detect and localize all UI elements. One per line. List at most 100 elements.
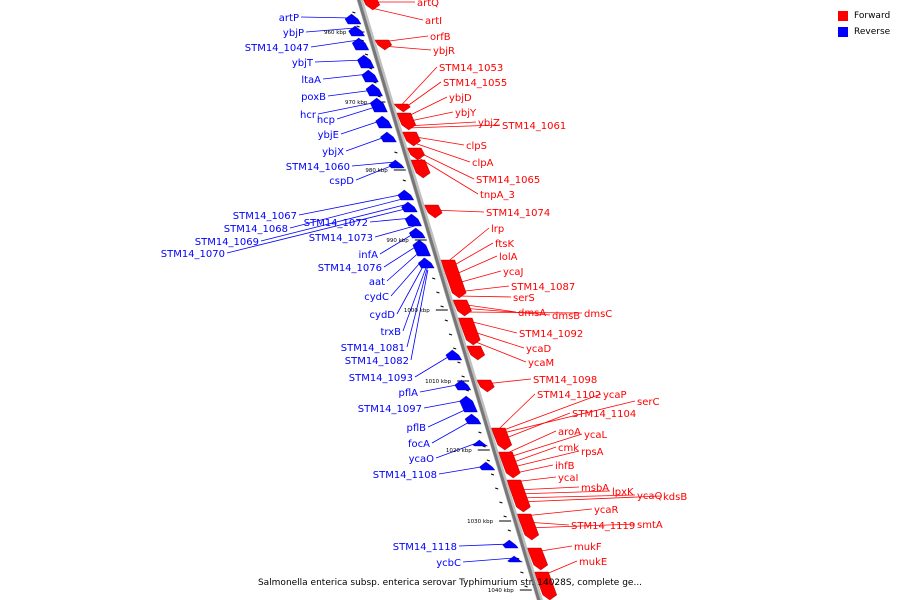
forward-gene-block xyxy=(534,571,558,600)
forward-gene-block xyxy=(452,299,472,317)
reverse-leader xyxy=(435,441,480,459)
minor-tick xyxy=(440,305,444,308)
gene-label-orfb: orfB xyxy=(430,32,451,43)
forward-leader xyxy=(461,307,551,316)
forward-gene-block xyxy=(457,317,481,346)
reverse-gene-block xyxy=(397,189,415,201)
forward-leader xyxy=(447,227,490,263)
gene-label-ltaa: ltaA xyxy=(301,75,321,86)
minor-tick xyxy=(356,25,360,28)
minor-tick xyxy=(490,473,495,476)
reverse-gene-block xyxy=(344,13,362,25)
gene-label-stm14-1047: STM14_1047 xyxy=(245,43,309,54)
forward-leader xyxy=(449,242,494,269)
gene-label-stm14-1061: STM14_1061 xyxy=(502,121,566,132)
forward-swatch xyxy=(838,11,848,21)
reverse-leader xyxy=(298,193,406,216)
gene-label-clpa: clpA xyxy=(472,158,494,169)
reverse-gene-block xyxy=(472,439,489,447)
gene-label-stm14-1053: STM14_1053 xyxy=(439,63,503,74)
gene-label-ybjz: ybjZ xyxy=(478,118,500,129)
forward-leader xyxy=(411,141,471,163)
gene-label-ycam: ycaM xyxy=(528,358,554,369)
forward-gene-block xyxy=(526,547,549,571)
gene-label-smta: smtA xyxy=(637,520,663,531)
gene-label-muke: mukE xyxy=(579,557,607,568)
gene-label-dmsc: dmsC xyxy=(584,309,612,320)
reverse-leader xyxy=(355,163,397,181)
minor-tick xyxy=(507,529,511,532)
gene-label-ycai: ycaI xyxy=(558,473,579,484)
gene-label-artq: artQ xyxy=(417,0,439,9)
forward-gene-block xyxy=(506,479,531,513)
reverse-gene-block xyxy=(454,379,472,391)
gene-label-ybjd: ybjD xyxy=(449,93,472,104)
gene-label-rpsa: rpsA xyxy=(581,447,604,458)
forward-leader xyxy=(498,400,636,435)
forward-gene-block xyxy=(498,451,521,479)
forward-leader xyxy=(519,495,662,503)
forward-leader xyxy=(406,121,477,127)
forward-gene-block xyxy=(440,259,467,299)
gene-label-cspd: cspD xyxy=(329,176,354,187)
gene-label-stm14-1087: STM14_1087 xyxy=(511,282,575,293)
gene-label-kdsb: kdsB xyxy=(663,492,687,503)
reverse-gene-block xyxy=(380,131,397,143)
reverse-gene-block xyxy=(417,257,435,269)
legend-item-forward: Forward xyxy=(838,8,890,24)
forward-gene-block xyxy=(476,379,495,393)
reverse-gene-block xyxy=(357,54,375,69)
gene-label-infa: infA xyxy=(359,250,379,261)
gene-label-hcp: hcp xyxy=(317,115,335,126)
reverse-leader xyxy=(340,119,383,135)
scale-label: 990 kbp xyxy=(386,238,409,244)
reverse-leader xyxy=(322,73,370,80)
legend: Forward Reverse xyxy=(838,8,890,40)
gene-label-ycbc: ycbC xyxy=(436,558,461,569)
gene-label-serc: serC xyxy=(637,397,659,408)
scale-label: 1020 kbp xyxy=(446,448,472,454)
legend-reverse-label: Reverse xyxy=(854,27,891,37)
forward-leader xyxy=(415,155,479,195)
gene-label-lrp: lrp xyxy=(491,224,504,235)
forward-leader xyxy=(498,393,602,433)
forward-gene-block xyxy=(423,204,443,219)
gene-label-dmsa: dmsA xyxy=(518,308,546,319)
reverse-leader xyxy=(431,419,473,444)
reverse-leader xyxy=(345,135,388,152)
reverse-gene-block xyxy=(479,461,496,471)
reverse-leader xyxy=(300,16,353,19)
minor-tick xyxy=(457,361,461,364)
gene-label-ycaj: ycaJ xyxy=(503,267,524,278)
map-caption: Salmonella enterica subsp. enterica sero… xyxy=(257,578,643,588)
forward-leader xyxy=(527,523,636,529)
reverse-gene-block xyxy=(375,115,393,129)
minor-tick xyxy=(364,53,369,56)
forward-leader xyxy=(500,412,571,441)
forward-gene-block xyxy=(374,39,393,51)
reverse-gene-block xyxy=(365,83,383,97)
reverse-leader xyxy=(260,203,409,242)
gene-label-lpxk: lpxK xyxy=(612,487,634,498)
reverse-leader xyxy=(226,207,410,254)
gene-label-stm14-1118: STM14_1118 xyxy=(393,542,457,553)
gene-label-stm14-1073: STM14_1073 xyxy=(309,233,373,244)
backbone-line xyxy=(357,0,541,600)
forward-leader xyxy=(523,508,593,517)
forward-leader xyxy=(462,311,583,314)
forward-leader xyxy=(497,393,536,431)
reverse-leader xyxy=(414,353,454,378)
gene-features xyxy=(344,0,558,600)
reverse-leader xyxy=(386,249,423,282)
forward-leader xyxy=(457,295,512,298)
minor-tick xyxy=(394,151,398,154)
forward-gene-block xyxy=(516,513,540,541)
reverse-gene-block xyxy=(464,413,482,425)
gene-label-cydd: cydD xyxy=(370,310,396,321)
gene-label-pflb: pflB xyxy=(406,423,426,434)
gene-label-stm14-1060: STM14_1060 xyxy=(286,162,350,173)
gene-label-stm14-1098: STM14_1098 xyxy=(533,375,597,386)
gene-label-stm14-1082: STM14_1082 xyxy=(345,356,409,367)
gene-label-ybjx: ybjX xyxy=(322,147,344,158)
forward-gene-block xyxy=(393,103,411,113)
